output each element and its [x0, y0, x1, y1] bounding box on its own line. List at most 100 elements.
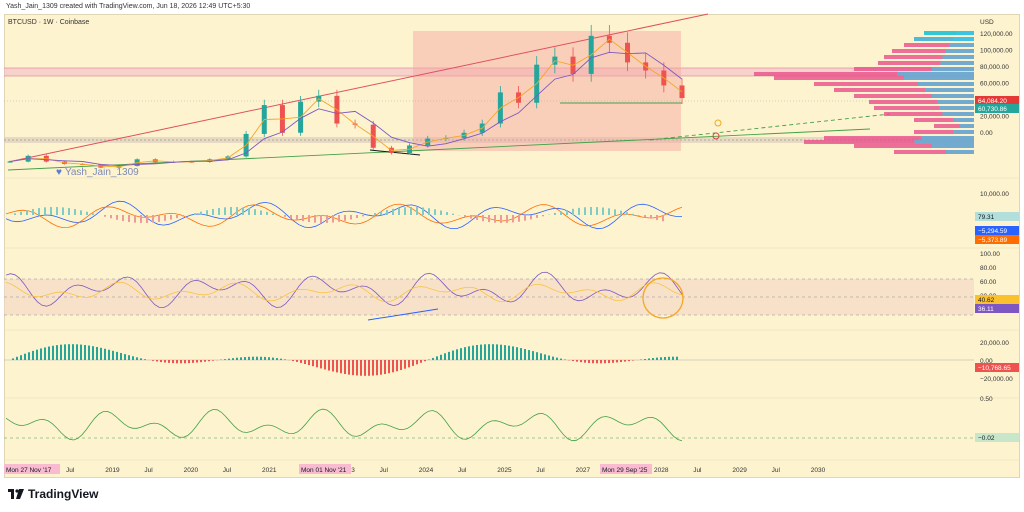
rsi-axis-tick: 60.00	[980, 279, 997, 286]
price-axis-badge: 64,084.20	[978, 98, 1007, 105]
osc-axis-badge: −0.02	[978, 435, 995, 442]
momentum-histogram-bar	[328, 360, 330, 371]
macd-histogram-bar	[578, 207, 580, 215]
momentum-histogram-bar	[188, 360, 190, 364]
momentum-histogram-bar	[468, 346, 470, 360]
macd-histogram-bar	[296, 215, 298, 220]
momentum-histogram-bar	[416, 360, 418, 365]
volume-profile-bar	[878, 61, 974, 65]
momentum-histogram-bar	[616, 360, 618, 363]
macd-histogram-bar	[614, 209, 616, 215]
volume-profile-bar	[874, 106, 974, 110]
volume-profile-bar	[854, 67, 974, 71]
momentum-histogram-bar	[432, 357, 434, 360]
volume-profile-bar-inner	[932, 67, 974, 71]
watermark-text: Yash_Jain_1309	[64, 167, 139, 178]
volume-profile-bar-inner	[904, 76, 974, 80]
momentum-histogram-bar	[316, 360, 318, 368]
macd-histogram-bar	[536, 215, 538, 218]
momentum-histogram-bar	[124, 354, 126, 360]
price-axis-tick: 100,000.00	[980, 48, 1013, 55]
momentum-histogram-bar	[44, 347, 46, 360]
momentum-histogram-bar	[440, 354, 442, 360]
heart-icon: ♥	[56, 167, 62, 178]
macd-histogram-bar	[608, 208, 610, 215]
momentum-histogram-bar	[364, 360, 366, 376]
volume-profile-bar-inner	[918, 82, 974, 86]
volume-profile-bar-inner	[946, 150, 974, 154]
macd-histogram-bar	[206, 210, 208, 215]
momentum-histogram-bar	[388, 360, 390, 374]
momentum-histogram-bar	[424, 360, 426, 362]
histo-axis-tick: −20,000.00	[980, 376, 1013, 383]
time-axis-label: 2019	[105, 467, 120, 474]
time-highlight-label: Mon 01 Nov '21	[301, 467, 347, 474]
tradingview-brand[interactable]: TradingView	[8, 487, 98, 501]
momentum-histogram-bar	[20, 355, 22, 360]
volume-profile-bar-inner	[942, 55, 974, 59]
momentum-histogram-bar	[96, 346, 98, 360]
momentum-histogram-bar	[252, 356, 254, 360]
momentum-histogram-bar	[272, 357, 274, 360]
time-axis-label: Jul	[66, 467, 75, 474]
momentum-histogram-bar	[544, 354, 546, 360]
macd-histogram-bar	[164, 215, 166, 221]
macd-histogram-bar	[494, 215, 496, 223]
macd-histogram-bar	[422, 207, 424, 215]
macd-histogram-bar	[80, 210, 82, 215]
price-axis-badge-bg	[975, 96, 1019, 105]
rsi-axis-tick: 80.00	[980, 265, 997, 272]
time-axis-label: Jul	[772, 467, 781, 474]
macd-histogram-bar	[68, 208, 70, 215]
momentum-histogram-bar	[552, 356, 554, 360]
macd-histogram-bar	[116, 215, 118, 220]
momentum-histogram-bar	[48, 346, 50, 360]
volume-profile-bar	[914, 118, 974, 122]
macd-histogram-bar	[602, 207, 604, 215]
momentum-histogram-bar	[516, 347, 518, 360]
momentum-histogram-bar	[168, 360, 170, 363]
time-axis-label: 2029	[732, 467, 747, 474]
momentum-histogram-bar	[104, 348, 106, 360]
macd-histogram-bar	[38, 208, 40, 215]
momentum-histogram-bar	[604, 360, 606, 364]
tradingview-logo-icon	[8, 489, 24, 499]
macd-histogram-bar	[380, 211, 382, 215]
volume-profile-bar-inner	[960, 124, 974, 128]
author-watermark: ♥ Yash_Jain_1309	[56, 167, 139, 178]
momentum-histogram-bar	[312, 360, 314, 367]
time-axis-label: 2028	[654, 467, 669, 474]
macd-histogram-bar	[62, 207, 64, 215]
price-axis-badge: 60,730.86	[978, 106, 1007, 113]
macd-histogram-bar	[284, 215, 286, 217]
momentum-histogram-bar	[628, 360, 630, 362]
momentum-histogram-bar	[520, 348, 522, 360]
macd-histogram-bar	[134, 215, 136, 223]
moving-average-slow	[9, 51, 683, 166]
momentum-histogram-bar	[300, 360, 302, 363]
price-axis-tick: 0.00	[980, 130, 993, 137]
time-axis-label: 2025	[497, 467, 512, 474]
price-axis-badge-bg	[975, 104, 1019, 113]
rsi-axis-tick: 100.00	[980, 251, 1000, 258]
macd-axis-badge-bg	[975, 226, 1019, 235]
momentum-histogram-bar	[396, 360, 398, 372]
time-axis-label: 2024	[419, 467, 434, 474]
momentum-histogram-bar	[264, 356, 266, 360]
volume-profile-bar-inner	[953, 37, 974, 41]
momentum-histogram-bar	[28, 352, 30, 360]
momentum-histogram-bar	[512, 346, 514, 360]
price-axis-tick: 60,000.00	[980, 81, 1009, 88]
momentum-histogram-bar	[32, 350, 34, 360]
macd-histogram-bar	[344, 215, 346, 221]
macd-histogram-bar	[662, 215, 664, 222]
momentum-histogram-bar	[144, 359, 146, 360]
momentum-histogram-bar	[356, 360, 358, 376]
momentum-histogram-bar	[668, 356, 670, 360]
momentum-histogram-bar	[384, 360, 386, 375]
macd-histogram-bar	[200, 211, 202, 215]
momentum-histogram-bar	[340, 360, 342, 374]
momentum-histogram-bar	[360, 360, 362, 376]
momentum-histogram-bar	[372, 360, 374, 376]
